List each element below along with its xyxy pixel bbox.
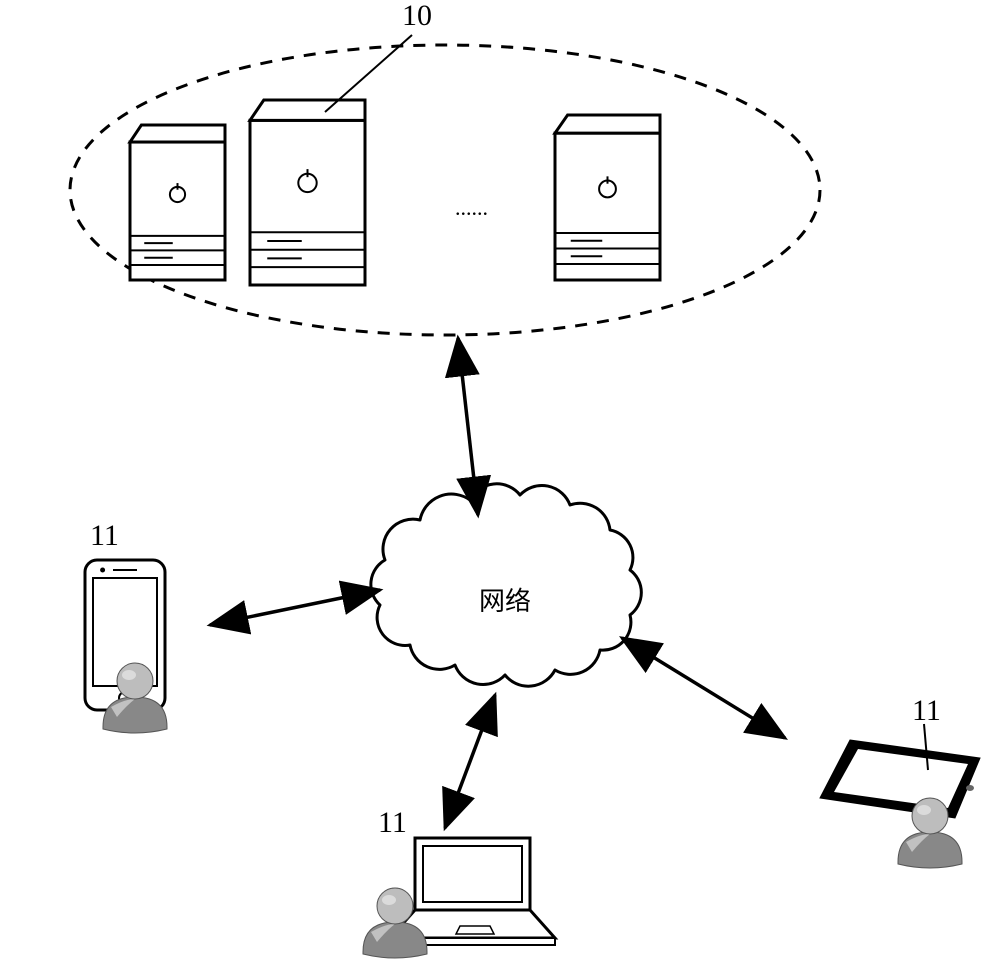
connection-arrow [445, 695, 495, 828]
server-icon [250, 100, 365, 285]
device-id-label: 11 [90, 519, 119, 552]
ellipsis-label: ...... [455, 195, 488, 220]
server-icon [555, 115, 660, 280]
connection-arrow [210, 590, 380, 625]
server-icon [130, 125, 225, 280]
connection-arrow [622, 638, 785, 738]
cluster-id-label: 10 [402, 0, 432, 32]
cluster-label-leader [325, 35, 412, 112]
network-cloud-icon [371, 484, 641, 686]
device-id-label: 11 [912, 694, 941, 727]
cloud-label: 网络 [479, 587, 531, 616]
connection-arrow [458, 338, 478, 515]
tablet-icon [820, 740, 980, 818]
device-id-label: 11 [378, 806, 407, 839]
